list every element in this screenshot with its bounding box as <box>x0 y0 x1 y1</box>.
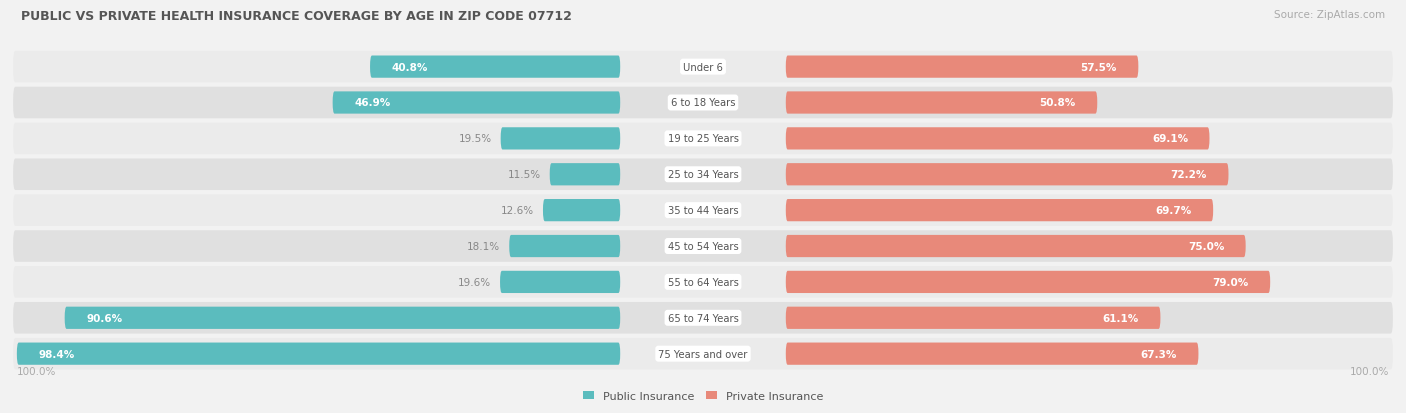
Text: 25 to 34 Years: 25 to 34 Years <box>668 170 738 180</box>
FancyBboxPatch shape <box>786 235 1246 258</box>
Text: 98.4%: 98.4% <box>38 349 75 359</box>
FancyBboxPatch shape <box>65 307 620 329</box>
Text: 55 to 64 Years: 55 to 64 Years <box>668 277 738 287</box>
Text: 19 to 25 Years: 19 to 25 Years <box>668 134 738 144</box>
Legend: Public Insurance, Private Insurance: Public Insurance, Private Insurance <box>579 387 827 406</box>
FancyBboxPatch shape <box>501 271 620 293</box>
FancyBboxPatch shape <box>543 199 620 222</box>
FancyBboxPatch shape <box>13 338 1393 370</box>
FancyBboxPatch shape <box>550 164 620 186</box>
FancyBboxPatch shape <box>370 56 620 78</box>
FancyBboxPatch shape <box>786 199 1213 222</box>
FancyBboxPatch shape <box>13 195 1393 226</box>
FancyBboxPatch shape <box>333 92 620 114</box>
Text: Under 6: Under 6 <box>683 62 723 72</box>
FancyBboxPatch shape <box>786 128 1209 150</box>
Text: 90.6%: 90.6% <box>86 313 122 323</box>
Text: Source: ZipAtlas.com: Source: ZipAtlas.com <box>1274 10 1385 20</box>
FancyBboxPatch shape <box>786 343 1198 365</box>
FancyBboxPatch shape <box>786 164 1229 186</box>
FancyBboxPatch shape <box>13 52 1393 83</box>
Text: 61.1%: 61.1% <box>1102 313 1139 323</box>
FancyBboxPatch shape <box>786 307 1160 329</box>
FancyBboxPatch shape <box>786 56 1139 78</box>
Text: 65 to 74 Years: 65 to 74 Years <box>668 313 738 323</box>
Text: 6 to 18 Years: 6 to 18 Years <box>671 98 735 108</box>
Text: 69.1%: 69.1% <box>1152 134 1188 144</box>
FancyBboxPatch shape <box>13 123 1393 155</box>
FancyBboxPatch shape <box>13 231 1393 262</box>
Text: 72.2%: 72.2% <box>1171 170 1206 180</box>
Text: 79.0%: 79.0% <box>1212 277 1249 287</box>
Text: 11.5%: 11.5% <box>508 170 540 180</box>
FancyBboxPatch shape <box>786 271 1270 293</box>
FancyBboxPatch shape <box>13 88 1393 119</box>
FancyBboxPatch shape <box>13 159 1393 190</box>
Text: 67.3%: 67.3% <box>1140 349 1177 359</box>
FancyBboxPatch shape <box>13 266 1393 298</box>
Text: 100.0%: 100.0% <box>17 366 56 376</box>
Text: 12.6%: 12.6% <box>501 206 534 216</box>
FancyBboxPatch shape <box>501 128 620 150</box>
Text: 69.7%: 69.7% <box>1156 206 1192 216</box>
Text: 18.1%: 18.1% <box>467 242 501 252</box>
Text: PUBLIC VS PRIVATE HEALTH INSURANCE COVERAGE BY AGE IN ZIP CODE 07712: PUBLIC VS PRIVATE HEALTH INSURANCE COVER… <box>21 10 572 23</box>
Text: 45 to 54 Years: 45 to 54 Years <box>668 242 738 252</box>
Text: 46.9%: 46.9% <box>354 98 391 108</box>
Text: 19.5%: 19.5% <box>458 134 492 144</box>
Text: 75 Years and over: 75 Years and over <box>658 349 748 359</box>
Text: 50.8%: 50.8% <box>1039 98 1076 108</box>
Text: 75.0%: 75.0% <box>1188 242 1225 252</box>
Text: 57.5%: 57.5% <box>1081 62 1116 72</box>
Text: 100.0%: 100.0% <box>1350 366 1389 376</box>
Text: 19.6%: 19.6% <box>458 277 491 287</box>
Text: 40.8%: 40.8% <box>391 62 427 72</box>
FancyBboxPatch shape <box>17 343 620 365</box>
FancyBboxPatch shape <box>786 92 1097 114</box>
FancyBboxPatch shape <box>509 235 620 258</box>
FancyBboxPatch shape <box>13 302 1393 334</box>
Text: 35 to 44 Years: 35 to 44 Years <box>668 206 738 216</box>
